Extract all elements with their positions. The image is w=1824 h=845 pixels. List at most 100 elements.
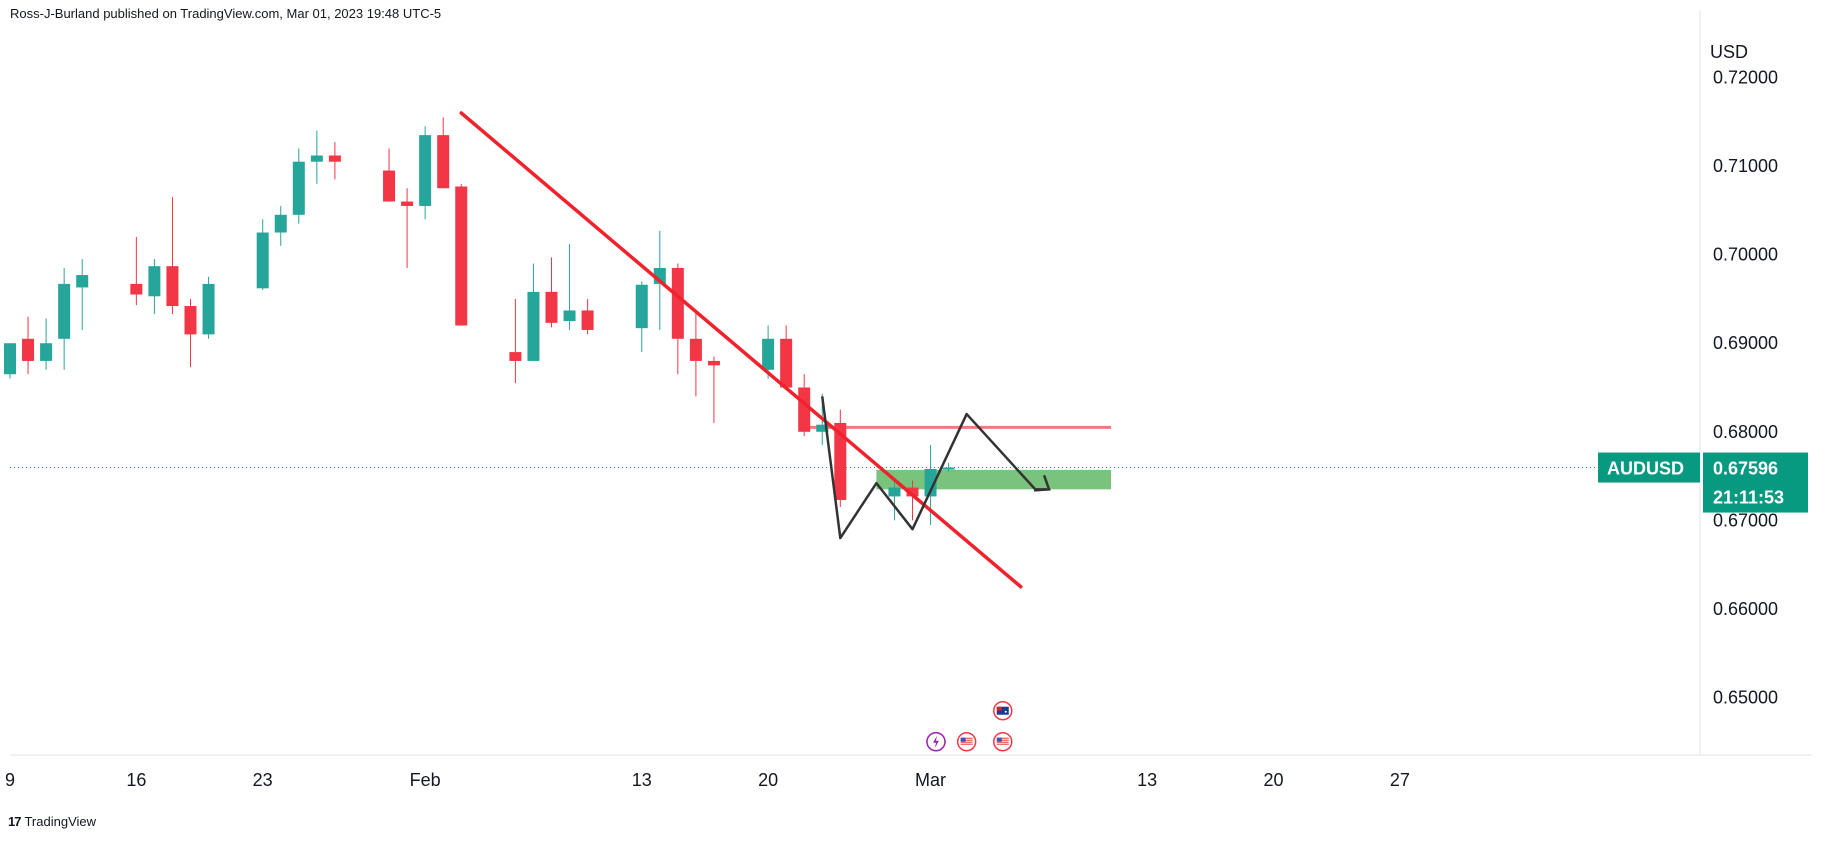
y-tick-label: 0.65000 <box>1713 687 1778 707</box>
candle <box>509 298 522 384</box>
candle-body <box>563 310 576 322</box>
candle <box>906 480 919 521</box>
candle <box>274 205 287 246</box>
candle-body <box>202 283 215 335</box>
plot-frame <box>10 10 1812 756</box>
countdown-label: 21:11:53 <box>1713 488 1784 508</box>
candle <box>780 325 793 388</box>
candle-body <box>58 283 71 339</box>
publisher-header: Ross-J-Burland published on TradingView.… <box>10 6 442 21</box>
candle-body <box>942 467 955 470</box>
candle-body <box>545 291 558 323</box>
candle-body <box>888 487 901 497</box>
candle <box>292 148 305 224</box>
candle <box>942 462 955 472</box>
y-tick-label: 0.72000 <box>1713 68 1778 88</box>
support-zone <box>876 469 1112 490</box>
candle <box>130 236 143 306</box>
annotation-layer-back <box>809 425 1112 490</box>
lightning-glyph <box>932 735 939 748</box>
annotation-layer-front <box>459 111 1051 752</box>
x-tick-label: Mar <box>915 770 946 790</box>
candle <box>707 356 720 423</box>
candle-body <box>166 266 179 307</box>
flag-stripe <box>996 743 1009 745</box>
candle <box>4 343 16 379</box>
flag-canton <box>996 737 1002 742</box>
candle <box>58 267 71 370</box>
candle-body <box>816 424 829 432</box>
x-tick-label: 13 <box>632 770 652 790</box>
footer: 17 TradingView <box>8 814 96 829</box>
candle-body <box>130 283 143 295</box>
australia-flag-icon <box>993 700 1013 721</box>
candle <box>563 244 576 330</box>
projected-arrowhead <box>1033 474 1051 492</box>
x-tick-label: 20 <box>1263 770 1283 790</box>
footer-brand: TradingView <box>24 814 97 829</box>
candle-body <box>256 232 269 289</box>
candle-body <box>40 343 53 361</box>
candle-body <box>635 284 648 329</box>
candle <box>455 183 468 326</box>
x-tick-label: Feb <box>410 770 441 790</box>
candle <box>184 298 197 368</box>
candle-body <box>924 468 937 497</box>
candle-body <box>274 214 287 233</box>
candle-body <box>292 161 305 215</box>
candle-body <box>328 155 341 162</box>
candle <box>834 409 847 508</box>
candle-body <box>780 338 793 388</box>
flag-stripe <box>996 741 1009 743</box>
candle <box>689 312 702 397</box>
candle-body <box>437 135 450 189</box>
candle <box>256 219 269 291</box>
candle-body <box>509 352 522 361</box>
candle-body <box>762 338 775 370</box>
y-tick-label: 0.70000 <box>1713 245 1778 265</box>
candle-body <box>581 310 594 330</box>
flag-stripe <box>996 739 1009 741</box>
time-axis[interactable]: 9 16 23 Feb 13 20 Mar 13 20 27 <box>5 770 1410 790</box>
flag-stripe <box>960 739 973 741</box>
y-tick-label: 0.67000 <box>1713 510 1778 530</box>
candle-body <box>455 186 468 326</box>
x-tick-label: 9 <box>5 770 15 790</box>
flag-stripe <box>960 737 973 739</box>
candle <box>401 188 414 268</box>
candle-body <box>76 275 89 288</box>
currency-label: USD <box>1710 42 1748 62</box>
price-badge-bg <box>1703 452 1808 513</box>
candle <box>527 263 540 361</box>
last-price-badge: AUDUSD 0.67596 21:11:53 <box>1598 452 1808 513</box>
candle <box>310 130 323 184</box>
price-axis[interactable]: USD 0.72000 0.71000 0.70000 0.69000 0.68000 0.… <box>1710 42 1778 707</box>
candle <box>383 148 396 202</box>
y-tick-label: 0.66000 <box>1713 599 1778 619</box>
candle <box>437 117 450 189</box>
candle-body <box>834 422 847 500</box>
candle <box>22 316 35 375</box>
candle <box>635 281 648 353</box>
y-tick-label: 0.68000 <box>1713 422 1778 442</box>
candle <box>419 126 432 220</box>
symbol-badge-bg <box>1598 452 1700 483</box>
candle <box>40 318 53 370</box>
x-tick-label: 20 <box>758 770 778 790</box>
x-tick-label: 16 <box>126 770 146 790</box>
candle-body <box>906 487 919 497</box>
candle-body <box>527 291 540 361</box>
candle <box>166 197 179 314</box>
candle-body <box>184 306 197 335</box>
flag-stripe <box>996 737 1009 739</box>
lightning-event-icon <box>926 731 946 752</box>
x-tick-label: 23 <box>253 770 273 790</box>
candle-body <box>707 360 720 366</box>
last-price-label: 0.67596 <box>1713 459 1778 479</box>
candle <box>581 298 594 335</box>
tradingview-logo-icon: 17 <box>8 814 22 829</box>
symbol-label: AUDUSD <box>1607 459 1684 479</box>
candles-layer <box>4 117 955 525</box>
y-tick-label: 0.71000 <box>1713 156 1778 176</box>
